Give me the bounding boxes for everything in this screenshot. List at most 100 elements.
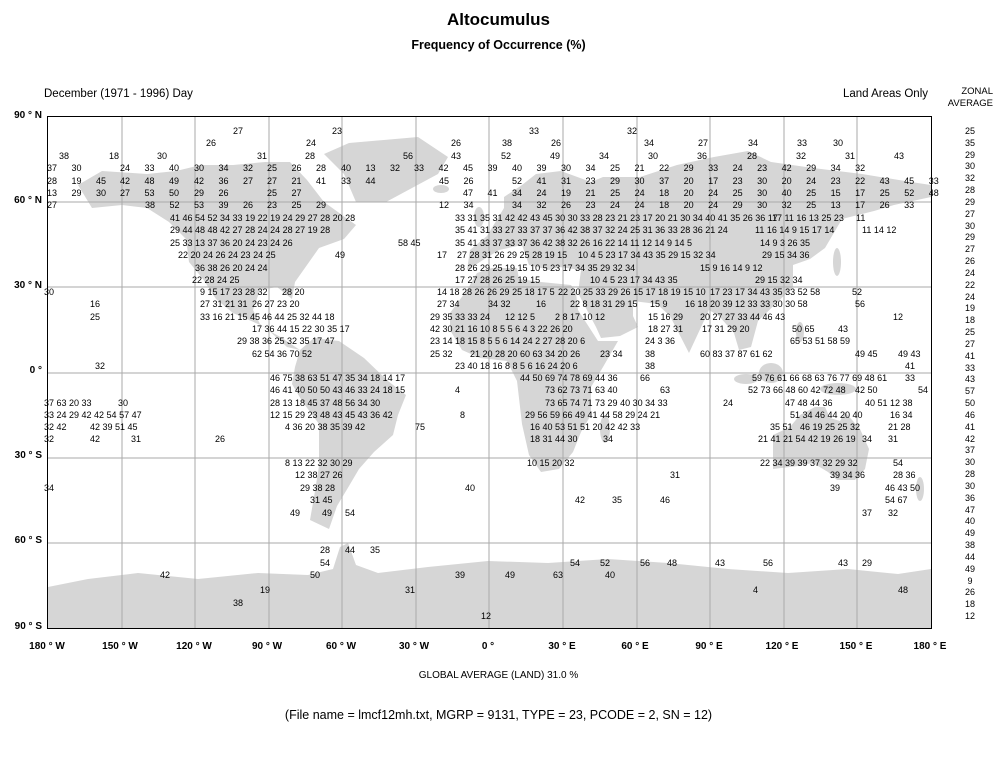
map-value: 12 12 5 bbox=[505, 312, 536, 322]
map-value: 35 51 bbox=[770, 422, 793, 432]
map-value: 30 bbox=[833, 138, 844, 148]
continent-north-america bbox=[78, 162, 356, 350]
lat-tick-label: 30 ° N bbox=[14, 280, 42, 291]
map-value: 18 31 44 30 bbox=[530, 434, 578, 444]
map-value: 53 39 26 bbox=[194, 200, 254, 210]
map-value: 18 bbox=[109, 151, 120, 161]
period-label: December (1971 - 1996) Day bbox=[44, 88, 193, 100]
map-value: 39 34 36 bbox=[830, 470, 866, 480]
map-value: 23 25 29 bbox=[267, 200, 327, 210]
lon-tick-label: 180 ° E bbox=[913, 641, 947, 652]
map-value: 29 26 bbox=[194, 188, 229, 198]
map-value: 31 bbox=[131, 434, 142, 444]
map-value: 25 bbox=[90, 312, 101, 322]
map-value: 44 bbox=[345, 545, 356, 555]
map-value: 37 bbox=[862, 508, 873, 518]
map-value: 23 34 bbox=[600, 349, 623, 359]
map-value: 31 bbox=[888, 434, 899, 444]
map-value: 48 bbox=[667, 558, 678, 568]
zonal-average-value: 47 bbox=[964, 504, 975, 515]
zonal-average-value: 50 bbox=[964, 398, 975, 409]
map-value: 26 bbox=[551, 138, 562, 148]
lat-tick-label: 60 ° S bbox=[14, 535, 42, 546]
map-value: 49 bbox=[335, 250, 346, 260]
map-value: 56 bbox=[763, 558, 774, 568]
map-value: 12 bbox=[893, 312, 904, 322]
map-value: 10 4 5 23 17 34 43 35 29 15 32 34 bbox=[578, 250, 716, 260]
map-value: 36 bbox=[697, 151, 708, 161]
zonal-average-value: 29 bbox=[964, 196, 975, 207]
zonal-average-value: 49 bbox=[964, 563, 975, 574]
lon-tick-label: 150 ° W bbox=[102, 641, 138, 652]
map-value: 46 44 25 32 44 18 bbox=[262, 312, 335, 322]
map-value: 26 bbox=[451, 138, 462, 148]
map-value: 32 bbox=[627, 126, 638, 136]
map-value: 27 28 31 26 29 25 28 19 15 bbox=[457, 250, 568, 260]
zonal-average-value: 41 bbox=[964, 350, 975, 361]
map-value: 23 14 18 15 8 5 5 6 14 24 2 27 28 20 6 bbox=[430, 336, 586, 346]
lon-tick-label: 0 ° bbox=[481, 641, 495, 652]
map-plot bbox=[47, 116, 932, 629]
zonal-average-value: 43 bbox=[964, 374, 975, 385]
map-value: 54 bbox=[345, 508, 356, 518]
map-value: 23 40 18 16 8 8 5 6 16 24 20 6 bbox=[455, 361, 578, 371]
map-value: 52 bbox=[501, 151, 512, 161]
map-value: 66 bbox=[640, 373, 651, 383]
map-value: 15 16 29 bbox=[648, 312, 684, 322]
page-title: Altocumulus bbox=[447, 10, 550, 29]
map-value: 41 46 54 52 34 33 19 22 19 24 29 27 28 2… bbox=[170, 213, 356, 223]
map-value: 27 21 41 bbox=[267, 176, 327, 186]
world-map-svg bbox=[48, 117, 931, 628]
map-value: 33 16 21 15 45 bbox=[200, 312, 261, 322]
map-value: 45 26 bbox=[439, 176, 474, 186]
zonal-average-value: 29 bbox=[964, 232, 975, 243]
zonal-average-value: 9 bbox=[967, 575, 973, 586]
map-value: 38 bbox=[59, 151, 70, 161]
map-value: 34 bbox=[44, 483, 55, 493]
map-value: 22 20 24 26 24 23 24 25 bbox=[178, 250, 276, 260]
map-value: 56 bbox=[855, 299, 866, 309]
map-value: 46 41 40 50 50 43 46 33 24 18 15 bbox=[270, 385, 406, 395]
map-value: 14 18 28 26 26 29 25 18 17 5 bbox=[437, 287, 555, 297]
map-value: 38 bbox=[502, 138, 513, 148]
map-value: 27 34 bbox=[437, 299, 460, 309]
map-value: 29 44 48 48 42 27 28 24 24 28 27 19 28 bbox=[170, 225, 331, 235]
map-value: 17 27 28 26 25 19 15 bbox=[455, 275, 541, 285]
map-value: 17 36 44 15 22 30 35 17 bbox=[252, 324, 350, 334]
map-value: 58 45 bbox=[398, 238, 421, 248]
map-value: 34 bbox=[599, 151, 610, 161]
map-value: 54 bbox=[918, 385, 929, 395]
zonal-average-value: 30 bbox=[964, 161, 975, 172]
map-value: 21 41 21 54 42 19 26 19 bbox=[758, 434, 856, 444]
map-value: 35 41 33 37 33 37 36 42 38 32 26 16 22 1… bbox=[455, 238, 693, 248]
map-value: 52 bbox=[600, 558, 611, 568]
map-value: 42 30 21 16 10 8 5 5 6 4 3 22 26 20 bbox=[430, 324, 573, 334]
map-value: 45 39 bbox=[463, 163, 498, 173]
zonal-average-value: 40 bbox=[964, 516, 975, 527]
map-value: 33 24 29 42 42 54 57 47 bbox=[44, 410, 142, 420]
map-value: 11 14 12 bbox=[862, 225, 897, 235]
zonal-average-value: 46 bbox=[964, 409, 975, 420]
map-value: 31 bbox=[405, 585, 416, 595]
map-value: 33 42 bbox=[414, 163, 449, 173]
map-value: 36 38 26 20 24 24 bbox=[195, 263, 268, 273]
lat-tick-label: 30 ° S bbox=[14, 450, 42, 461]
map-value: 43 bbox=[451, 151, 462, 161]
lat-tick-label: 90 ° N bbox=[14, 110, 42, 121]
map-value: 29 bbox=[862, 558, 873, 568]
map-value: 37 30 bbox=[47, 163, 82, 173]
map-value: 29 38 28 bbox=[300, 483, 336, 493]
lon-tick-label: 30 ° W bbox=[398, 641, 430, 652]
map-value: 42 bbox=[575, 495, 586, 505]
map-value: 31 45 bbox=[310, 495, 333, 505]
map-value: 34 bbox=[748, 138, 759, 148]
lat-tick-label: 60 ° N bbox=[14, 195, 42, 206]
map-value: 47 48 44 36 bbox=[785, 398, 833, 408]
map-value: 30 bbox=[118, 398, 129, 408]
continent-south-america bbox=[292, 338, 406, 529]
zonal-average-value: 27 bbox=[964, 338, 975, 349]
map-value: 33 bbox=[529, 126, 540, 136]
zonal-average-value: 35 bbox=[964, 137, 975, 148]
map-value: 38 bbox=[645, 349, 656, 359]
map-value: 28 20 bbox=[282, 287, 305, 297]
